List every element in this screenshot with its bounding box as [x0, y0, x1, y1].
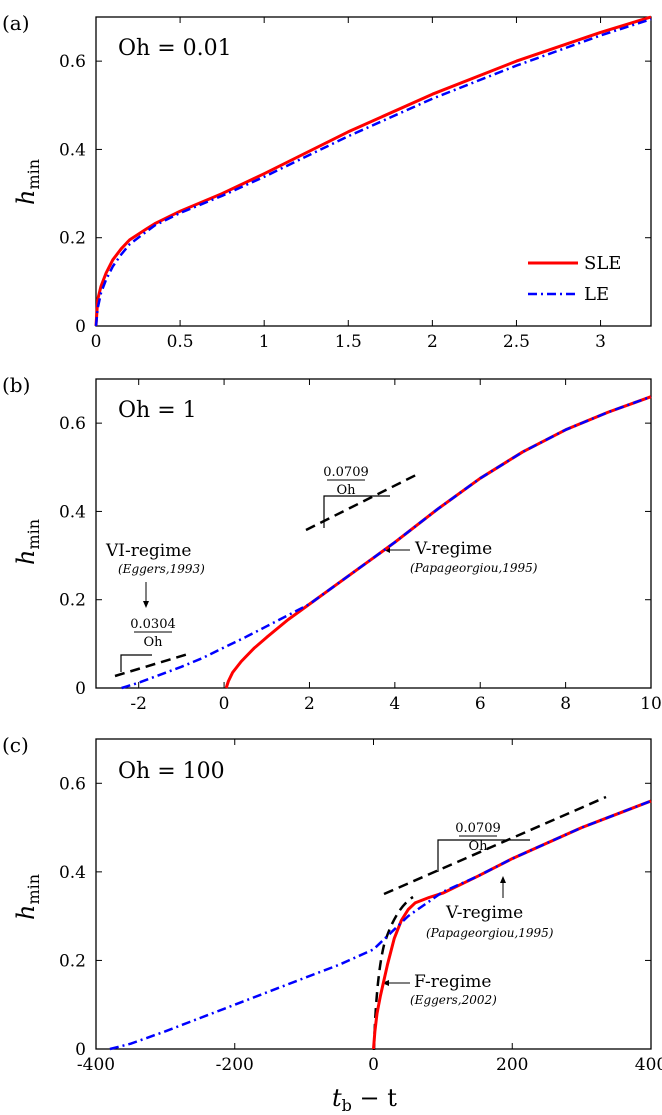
legend: SLE LE [528, 253, 621, 305]
x-tick-label: 3 [595, 332, 606, 352]
arrow-head [143, 601, 149, 608]
panel-b: (b) Oh = 1 hmin 0.0709 Oh V-regime (Papa… [2, 373, 662, 714]
v-regime-slope-triangle: 0.0709 Oh [383, 795, 607, 896]
x-tick-label: -2 [130, 694, 147, 714]
v-regime-label: V-regime [414, 539, 492, 559]
f-regime-label: F-regime [414, 972, 491, 992]
y-tick-label: 0.4 [59, 863, 86, 883]
slope-denominator: Oh [468, 839, 488, 854]
v-regime-citation: (Papageorgiou,1995) [426, 926, 554, 940]
y-tick-label: 0.6 [59, 414, 86, 434]
vi-regime-label: VI-regime [105, 541, 191, 561]
arrow-head [500, 876, 506, 883]
axes-frame [95, 738, 652, 1050]
y-axis-label: hmin [12, 159, 43, 205]
x-tick-label: 2.5 [503, 332, 530, 352]
y-tick-label: 0.6 [59, 774, 86, 794]
panel-c: (c) Oh = 100 hmin tb − t 0.0709 Oh V-reg… [2, 733, 662, 1115]
legend-label-sle: SLE [584, 253, 621, 274]
vi-regime-citation: (Eggers,1993) [118, 562, 205, 576]
x-tick-label: 0.5 [167, 332, 194, 352]
panel-label: (c) [2, 733, 29, 757]
slope-denominator: Oh [336, 483, 356, 498]
vi-regime-slope-triangle [114, 652, 189, 678]
x-tick-label: 2 [304, 694, 315, 714]
x-tick-label: 400 [635, 1055, 662, 1075]
v-regime-citation: (Papageorgiou,1995) [410, 561, 538, 575]
oh-annotation: Oh = 1 [118, 398, 197, 423]
y-tick-label: 0.2 [59, 229, 86, 249]
f-regime-citation: (Eggers,2002) [410, 993, 497, 1007]
series-line-le [94, 18, 652, 327]
panel-label: (a) [2, 11, 30, 35]
y-tick-label: 0.2 [59, 951, 86, 971]
panel-a: (a) Oh = 0.01 hmin SLE LE 0 0.5 1 1.5 2 2.5 3 0… [2, 11, 652, 352]
slope-numerator: 0.0709 [323, 465, 369, 480]
series-line-le [109, 799, 652, 1051]
y-tick-label: 0.4 [59, 140, 86, 160]
f-regime-fit-line [372, 895, 414, 1051]
slope-denominator: Oh [143, 635, 163, 650]
x-tick-label: 1.5 [335, 332, 362, 352]
vi-regime-slope-line [114, 652, 189, 678]
y-tick-label: 0 [75, 1040, 86, 1060]
x-tick-label: 2 [427, 332, 438, 352]
axes-frame [95, 16, 652, 327]
v-regime-slope-line [383, 795, 607, 896]
x-tick-label: 1 [259, 332, 270, 352]
x-tick-label: 200 [496, 1055, 528, 1075]
x-tick-label: -200 [216, 1055, 254, 1075]
x-tick-label: 0 [219, 694, 230, 714]
y-axis-label: hmin [12, 519, 43, 565]
y-tick-label: 0.4 [59, 502, 86, 522]
axes-frame [95, 378, 652, 689]
x-tick-label: 6 [475, 694, 486, 714]
oh-annotation: Oh = 0.01 [118, 36, 232, 61]
panel-label: (b) [2, 373, 30, 397]
x-tick-label: 10 [640, 694, 662, 714]
x-tick-label: 0 [368, 1055, 379, 1075]
oh-annotation: Oh = 100 [118, 759, 225, 784]
arrow-head [382, 980, 389, 986]
slope-numerator: 0.0304 [130, 617, 176, 632]
v-regime-slope-line [305, 471, 421, 532]
series-line-sle [372, 799, 652, 1050]
y-tick-label: 0 [75, 317, 86, 337]
x-tick-label: 0 [91, 332, 102, 352]
v-regime-slope-triangle: 0.0709 Oh [305, 465, 421, 532]
series-line-sle [94, 15, 652, 327]
legend-label-le: LE [584, 284, 609, 305]
slope-numerator: 0.0709 [455, 821, 501, 836]
y-tick-label: 0 [75, 679, 86, 699]
v-regime-label: V-regime [445, 903, 523, 923]
y-tick-label: 0.6 [59, 52, 86, 72]
y-axis-label: hmin [12, 874, 43, 920]
x-tick-label: 8 [560, 694, 571, 714]
x-tick-label: 4 [389, 694, 400, 714]
x-axis-label: tb − t [332, 1084, 397, 1115]
y-tick-label: 0.2 [59, 591, 86, 611]
x-tick-label: -400 [77, 1055, 115, 1075]
series-line-le [121, 395, 652, 690]
